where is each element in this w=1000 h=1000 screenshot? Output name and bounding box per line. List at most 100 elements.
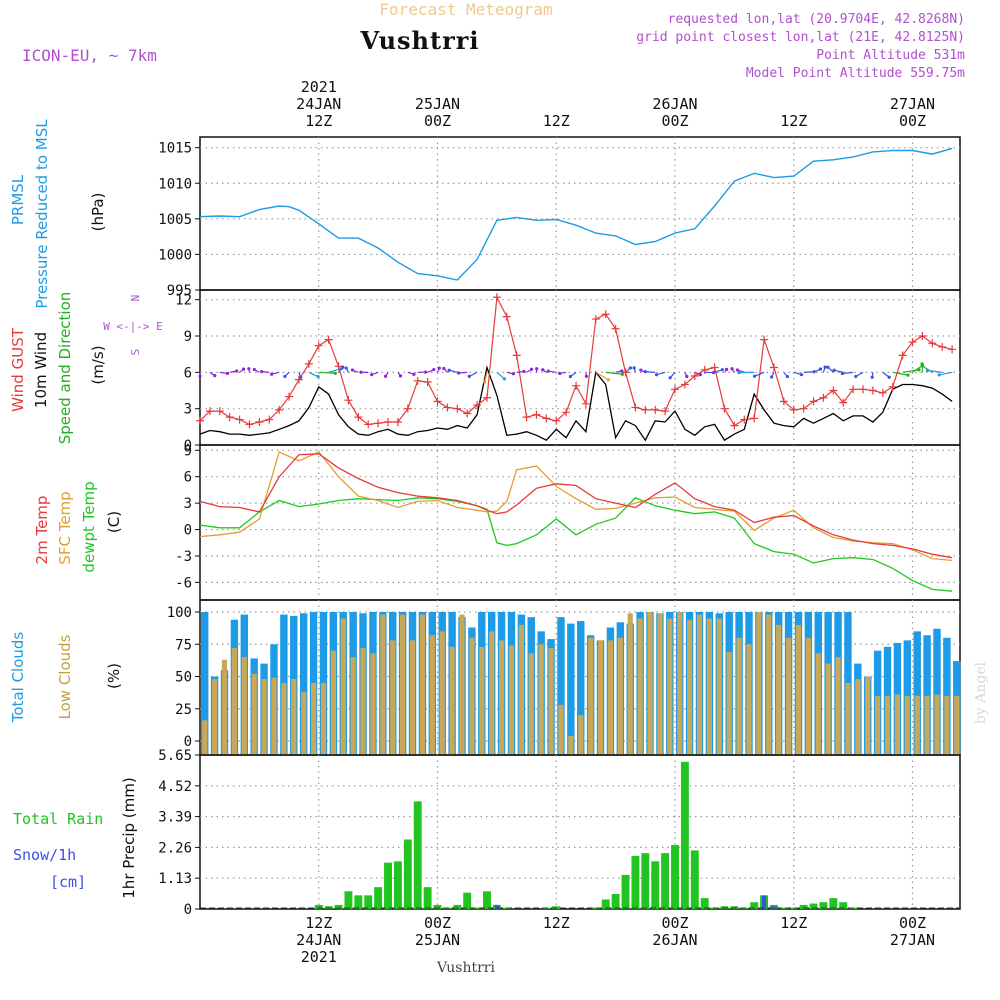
wind-direction-arrow: [892, 371, 909, 376]
rain-bar: [354, 895, 363, 909]
low-cloud-bar: [330, 650, 336, 755]
wind-direction-arrow: [842, 371, 854, 375]
low-cloud-bar: [489, 631, 495, 755]
rain-bar: [433, 904, 442, 909]
wind-arrow-head: [412, 372, 416, 376]
wind-direction-arrow: [496, 371, 505, 380]
clouds-tick-label: 100: [167, 605, 192, 621]
low-cloud-bar: [924, 695, 930, 755]
wind-arrow-head: [316, 375, 320, 379]
compass-s: S: [129, 349, 142, 356]
gust-marker: [235, 415, 244, 424]
gust-marker: [928, 339, 937, 348]
low-cloud-bar: [904, 695, 910, 755]
total-cloud-bar: [933, 628, 941, 755]
wind-gust-line: [199, 295, 953, 427]
cloud-labels: Total Clouds Low Clouds (%): [9, 632, 123, 724]
wind-arrow-head: [457, 371, 461, 375]
dewpt-line: [199, 497, 953, 592]
total-cloud-bar: [201, 612, 209, 755]
temp-tick-label: 0: [184, 523, 192, 539]
low-cloud-bar: [894, 694, 901, 755]
wind-tick-label: 3: [184, 402, 192, 418]
rain-bar: [473, 907, 482, 909]
gust-marker: [651, 405, 660, 414]
gust-marker: [591, 315, 600, 324]
pressure-tick-label: 1015: [158, 141, 192, 157]
wind-arrow-head: [643, 370, 647, 374]
low-cloud-bar: [370, 653, 376, 755]
gust-marker: [819, 393, 828, 402]
wind-arrow-head: [785, 374, 790, 379]
wind-arrow-head: [826, 365, 830, 369]
wind-label-10m: 10m Wind: [32, 332, 50, 408]
compass-we: W <-|-> E: [103, 320, 163, 333]
bottom-tick-label: 00Z: [424, 914, 451, 932]
wind-arrow-head: [483, 380, 487, 384]
snow-bar: [771, 906, 776, 909]
wind-arrow-head: [344, 366, 348, 370]
precip-tick-label: 5.65: [158, 748, 192, 764]
low-cloud-bar: [429, 635, 435, 755]
low-cloud-bar: [360, 648, 366, 755]
low-cloud-bar: [251, 673, 257, 755]
rain-bar: [601, 899, 610, 909]
rain-bar: [403, 839, 412, 909]
bottom-tick-label: 26JAN: [652, 931, 697, 949]
wind-10m-line: [199, 365, 953, 442]
wind-direction-arrow: [803, 371, 815, 373]
low-cloud-bar: [914, 695, 920, 755]
wind-arrow-head: [213, 374, 217, 378]
wind-arrow-head: [522, 369, 526, 374]
rain-bar: [621, 874, 630, 909]
low-cloud-bar: [528, 653, 534, 755]
wind-arrow-head: [668, 376, 672, 380]
wind-arrow-head: [398, 374, 403, 378]
snow-bar: [762, 895, 767, 909]
wind-direction-arrow: [484, 372, 488, 383]
gust-marker: [859, 385, 868, 394]
rain-bar: [374, 887, 383, 909]
gust-marker: [443, 403, 452, 412]
gust-marker: [344, 396, 353, 405]
gust-marker: [868, 386, 877, 395]
precip-tick-label: 3.39: [158, 810, 192, 826]
rain-bar: [463, 892, 472, 909]
low-cloud-bar: [340, 618, 346, 755]
wind-arrow-head: [937, 373, 941, 377]
low-cloud-bar: [865, 676, 871, 755]
wind-arrow-head: [711, 370, 716, 375]
requested-coords: requested lon,lat (20.9704E, 42.8268N): [668, 12, 965, 27]
top-tick-label: 00Z: [899, 112, 926, 130]
gust-marker: [403, 404, 412, 413]
rain-bar: [641, 853, 650, 909]
bottom-tick-label: 12Z: [305, 914, 332, 932]
low-cloud-bar: [845, 682, 851, 755]
gust-marker: [690, 371, 699, 380]
wind-arrow-head: [832, 368, 836, 372]
gust-marker: [285, 392, 294, 401]
precip-label-cm: [cm]: [50, 873, 86, 891]
pressure-labels: PRMSL Pressure Reduced to MSL (hPa): [9, 119, 107, 309]
wind-arrow-head: [424, 370, 428, 374]
wind-label-gust: Wind GUST: [9, 327, 27, 412]
gridpoint-coords: grid point closest lon,lat (21E, 42.8125…: [636, 30, 965, 45]
rain-bar: [799, 904, 808, 909]
wind-arrow-head: [225, 371, 230, 376]
gust-marker: [532, 410, 541, 419]
rain-bar: [453, 904, 462, 909]
total-cloud-bar: [923, 635, 931, 755]
low-cloud-bar: [617, 637, 623, 755]
wind-arrow-head: [854, 374, 858, 379]
gust-marker: [433, 397, 442, 406]
low-cloud-bar: [320, 682, 327, 755]
wind-arrow-head: [333, 371, 337, 375]
gust-marker: [908, 338, 917, 347]
total-cloud-bar: [557, 617, 565, 755]
cloud-label-total: Total Clouds: [9, 632, 27, 724]
wind-arrow-head: [535, 367, 539, 371]
precip-tick-label: 2.26: [158, 840, 192, 856]
wind-arrow-head: [685, 374, 689, 379]
pressure-label-unit: (hPa): [89, 193, 107, 232]
